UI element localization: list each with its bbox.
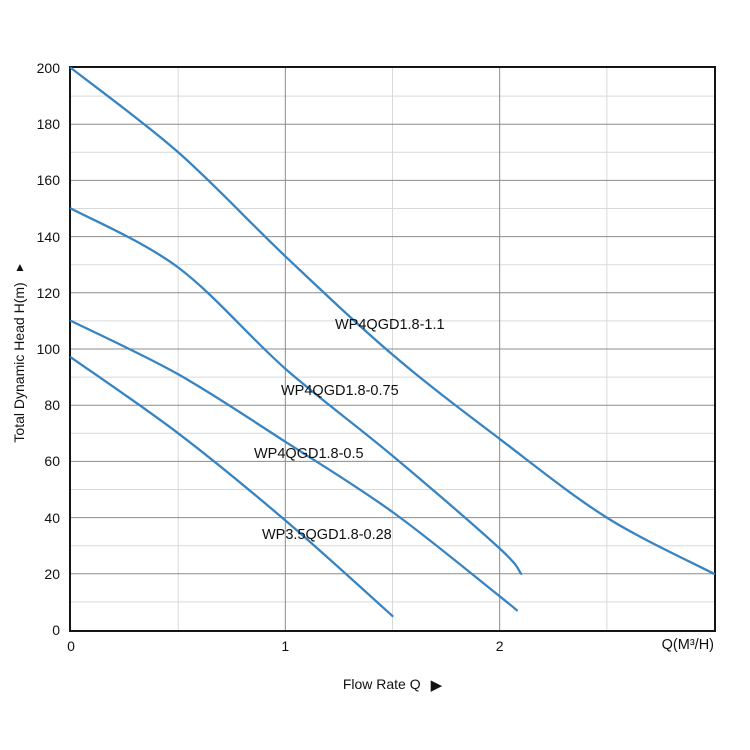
y-tick-label: 0	[52, 622, 60, 638]
curve-label-WP4QGD1.8-1.1: WP4QGD1.8-1.1	[335, 317, 445, 333]
y-tick-label: 20	[44, 565, 60, 582]
y-tick-label: 180	[36, 116, 60, 133]
y-tick-label: 160	[36, 172, 60, 189]
pump-curve-WP4QGD1.8-0.5	[69, 319, 518, 612]
pump-curve-WP4QGD1.8-0.75	[69, 207, 523, 575]
y-tick-label: 120	[36, 284, 60, 301]
y-tick-label: 140	[36, 228, 60, 245]
pump-curve-WP3.5QGD1.8-0.28	[69, 356, 394, 618]
y-tick-label: 100	[36, 341, 60, 357]
x-tick-label: 0	[67, 638, 75, 654]
curve-label-WP4QGD1.8-0.75: WP4QGD1.8-0.75	[281, 383, 399, 399]
y-axis-title-text: Total Dynamic Head H(m)	[11, 282, 27, 443]
pump-curve-WP4QGD1.8-1.1	[69, 66, 716, 575]
plot-area	[69, 66, 716, 632]
x-unit-label: Q(M³/H)	[661, 637, 714, 653]
x-tick-label: 2	[495, 638, 504, 654]
up-arrow-icon: ▲	[14, 260, 26, 275]
chart-canvas	[69, 66, 716, 630]
y-tick-label: 200	[36, 60, 60, 76]
right-arrow-icon: ▶	[430, 677, 443, 694]
x-tick-label: 1	[281, 638, 290, 654]
y-tick-label: 40	[44, 509, 60, 526]
y-tick-label: 60	[44, 453, 60, 470]
x-axis-title: Flow Rate Q ▶	[71, 676, 714, 694]
x-axis-title-text: Flow Rate Q	[342, 676, 421, 692]
curve-label-WP4QGD1.8-0.5: WP4QGD1.8-0.5	[254, 446, 364, 462]
curve-label-WP3.5QGD1.8-0.28: WP3.5QGD1.8-0.28	[262, 527, 392, 543]
y-tick-label: 80	[44, 397, 60, 414]
